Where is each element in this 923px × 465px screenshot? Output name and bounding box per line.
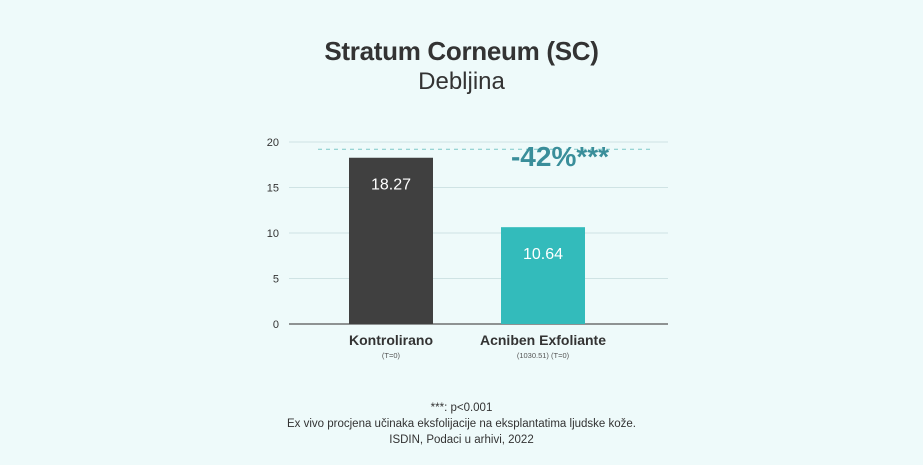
chart-title: Stratum Corneum (SC) — [324, 36, 599, 66]
x-tick-note: (T=0) — [382, 351, 401, 360]
source-note: ISDIN, Podaci u arhivi, 2022 — [389, 434, 534, 446]
bar-value-label: 10.64 — [523, 246, 563, 263]
x-tick-label: Kontrolirano — [349, 332, 433, 348]
chart-subtitle: Debljina — [418, 68, 505, 95]
y-tick-label: 5 — [273, 274, 279, 286]
study-note: Ex vivo procjena učinaka eksfolijacije n… — [286, 418, 636, 430]
y-tick-label: 15 — [267, 183, 279, 195]
significance-note: ***: p<0.001 — [430, 402, 493, 414]
x-tick-label: Acniben Exfoliante — [480, 332, 606, 348]
y-tick-label: 10 — [267, 228, 279, 240]
y-tick-label: 0 — [273, 319, 279, 331]
bar — [501, 227, 585, 324]
footnotes: ***: p<0.001 Ex vivo procjena učinaka ek… — [0, 400, 923, 448]
bar-value-label: 18.27 — [371, 177, 411, 194]
x-tick-note: (1030.51) (T=0) — [517, 351, 570, 360]
reduction-annotation: -42%*** — [511, 141, 609, 172]
bar — [349, 157, 433, 324]
y-tick-label: 20 — [267, 137, 279, 149]
